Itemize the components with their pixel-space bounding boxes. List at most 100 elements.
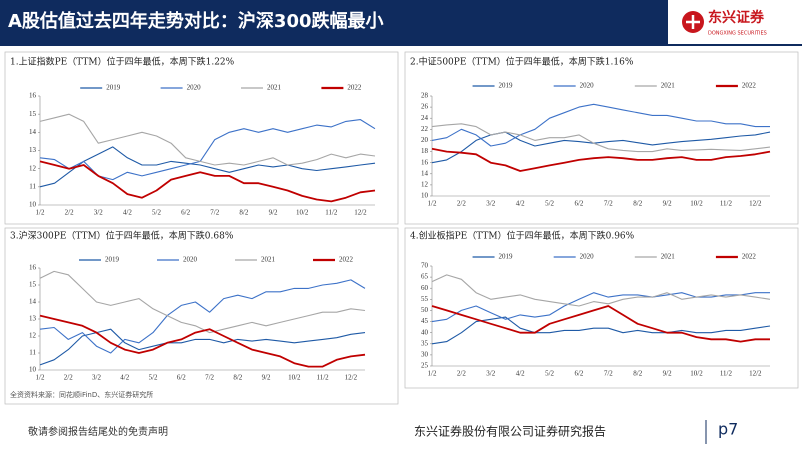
- x-tick-label: 11/2: [720, 370, 733, 378]
- chart-title: 4.创业板指PE（TTM）位于四年最低，本周下跌0.96%: [410, 230, 635, 242]
- x-tick-label: 8/2: [239, 209, 248, 217]
- y-tick-label: 35: [421, 339, 429, 347]
- x-tick-label: 1/2: [36, 374, 45, 382]
- y-tick-label: 15: [29, 110, 37, 118]
- x-tick-label: 4/2: [120, 374, 129, 382]
- series-line: [431, 147, 771, 172]
- panel: [404, 51, 799, 225]
- x-tick-label: 12/2: [345, 374, 358, 382]
- x-tick-label: 2/2: [457, 370, 466, 378]
- legend-label: 2020: [183, 256, 198, 264]
- series-line: [39, 328, 366, 366]
- company: 东兴证券股份有限公司证券研究报告: [414, 424, 606, 439]
- legend-label: 2019: [499, 82, 514, 90]
- x-tick-label: 1/2: [428, 370, 437, 378]
- y-tick-label: 55: [421, 295, 429, 303]
- y-tick-label: 65: [421, 273, 429, 281]
- chart-title: 3.沪深300PE（TTM）位于四年最低，本周下跌0.68%: [10, 230, 234, 242]
- series-line: [431, 316, 771, 345]
- page-number: p7: [718, 420, 738, 439]
- legend-label: 2019: [106, 84, 121, 92]
- x-tick-label: 6/2: [574, 200, 583, 208]
- y-tick-label: 14: [29, 128, 37, 136]
- y-tick-label: 10: [29, 366, 37, 374]
- y-tick-label: 16: [29, 92, 37, 100]
- x-tick-label: 11/2: [317, 374, 330, 382]
- y-tick-label: 18: [421, 147, 429, 155]
- series-line: [39, 314, 366, 368]
- panel: [404, 227, 799, 389]
- slide-title: A股估值过去四年走势对比：沪深300跌幅最小: [8, 10, 384, 32]
- y-tick-label: 12: [29, 164, 37, 172]
- x-tick-label: 6/2: [181, 209, 190, 217]
- x-tick-label: 10/2: [296, 209, 309, 217]
- x-tick-label: 6/2: [574, 370, 583, 378]
- x-tick-label: 4/2: [516, 200, 525, 208]
- series-line: [39, 146, 376, 188]
- series-line: [431, 103, 770, 147]
- y-tick-label: 45: [421, 317, 429, 325]
- chart-title: 1.上证指数PE（TTM）位于四年最低，本周下跌1.22%: [10, 56, 235, 68]
- legend-label: 2021: [661, 82, 676, 90]
- y-tick-label: 30: [421, 350, 429, 358]
- x-tick-label: 5/2: [545, 200, 554, 208]
- x-tick-label: 2/2: [65, 209, 74, 217]
- x-tick-label: 10/2: [690, 200, 703, 208]
- x-tick-label: 12/2: [354, 209, 367, 217]
- legend-label: 2020: [187, 84, 202, 92]
- x-tick-label: 12/2: [749, 200, 762, 208]
- legend-label: 2020: [580, 253, 595, 261]
- x-tick-label: 9/2: [262, 374, 271, 382]
- x-tick-label: 9/2: [269, 209, 278, 217]
- x-tick-label: 7/2: [604, 370, 613, 378]
- x-tick-label: 3/2: [94, 209, 103, 217]
- x-tick-label: 3/2: [486, 370, 495, 378]
- x-tick-label: 5/2: [152, 209, 161, 217]
- y-tick-label: 40: [421, 328, 429, 336]
- x-tick-label: 7/2: [205, 374, 214, 382]
- x-tick-label: 4/2: [516, 370, 525, 378]
- series-line: [431, 292, 770, 323]
- series-line: [39, 113, 376, 166]
- logo-name: 东兴证券: [708, 9, 765, 26]
- chart-title: 2.中证500PE（TTM）位于四年最低，本周下跌1.16%: [410, 56, 634, 68]
- series-line: [431, 305, 770, 343]
- source-note: 全资资料来源：同花顺iFinD、东兴证券研究所: [10, 390, 153, 399]
- y-tick-label: 11: [29, 182, 36, 190]
- legend-label: 2019: [499, 253, 514, 261]
- y-tick-label: 28: [421, 92, 429, 100]
- y-tick-label: 12: [29, 332, 37, 340]
- legend-label: 2020: [580, 82, 595, 90]
- x-tick-label: 5/2: [149, 374, 158, 382]
- y-tick-label: 70: [421, 262, 429, 270]
- y-tick-label: 11: [29, 349, 36, 357]
- x-tick-label: 9/2: [663, 370, 672, 378]
- x-tick-label: 3/2: [486, 200, 495, 208]
- x-tick-label: 7/2: [210, 209, 219, 217]
- x-tick-label: 6/2: [177, 374, 186, 382]
- x-tick-label: 2/2: [64, 374, 73, 382]
- series-line: [39, 279, 366, 354]
- x-tick-label: 1/2: [36, 209, 45, 217]
- legend-label: 2022: [347, 84, 362, 92]
- series-line: [431, 274, 771, 307]
- y-tick-label: 20: [421, 136, 429, 144]
- x-tick-label: 8/2: [633, 200, 642, 208]
- y-tick-label: 50: [421, 306, 429, 314]
- y-tick-label: 25: [421, 362, 429, 370]
- x-tick-label: 1/2: [428, 200, 437, 208]
- x-tick-label: 3/2: [92, 374, 101, 382]
- x-tick-label: 10/2: [690, 370, 703, 378]
- disclaimer: 敬请参阅报告结尾处的免责声明: [28, 425, 168, 438]
- title-bar: [0, 0, 668, 44]
- y-tick-label: 15: [29, 281, 37, 289]
- series-line: [431, 123, 771, 153]
- legend-label: 2021: [261, 256, 276, 264]
- series-line: [39, 160, 376, 203]
- y-tick-label: 24: [421, 114, 429, 122]
- x-tick-label: 5/2: [545, 370, 554, 378]
- x-tick-label: 11/2: [325, 209, 338, 217]
- legend-label: 2022: [339, 256, 354, 264]
- legend-label: 2022: [742, 82, 757, 90]
